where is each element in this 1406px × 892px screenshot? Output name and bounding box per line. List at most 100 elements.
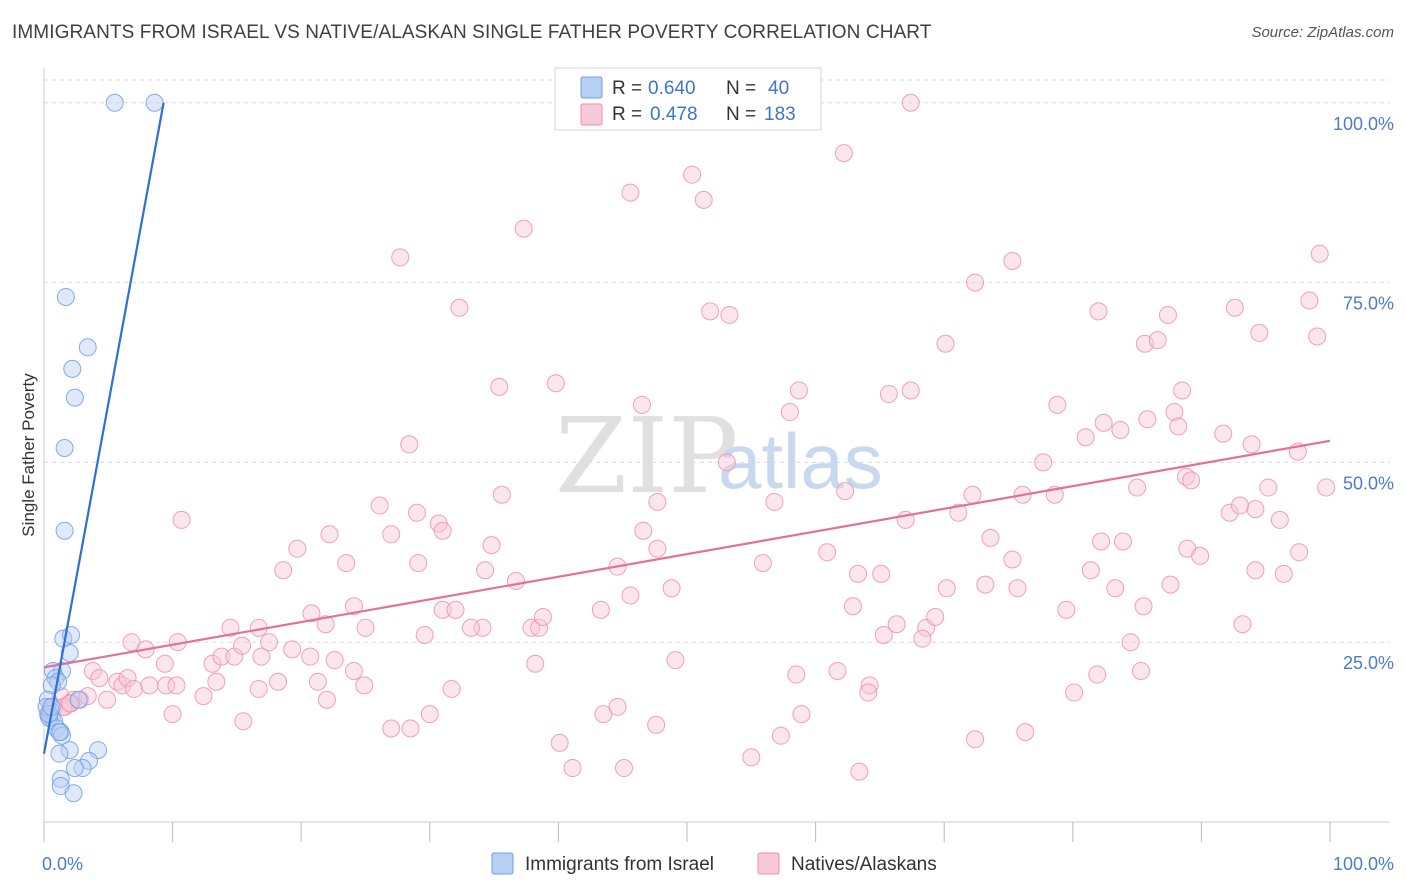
bottom-legend-label-pink: Natives/Alaskans <box>791 854 937 875</box>
point-immigrants-israel <box>105 93 124 112</box>
point-natives-alaskans <box>407 503 426 522</box>
point-natives-alaskans <box>415 626 434 644</box>
point-natives-alaskans <box>450 298 469 317</box>
point-natives-alaskans <box>1214 424 1233 443</box>
point-natives-alaskans <box>212 647 231 666</box>
point-natives-alaskans <box>409 554 428 573</box>
point-natives-alaskans <box>546 374 565 393</box>
point-natives-alaskans <box>530 618 549 637</box>
point-natives-alaskans <box>1270 510 1289 529</box>
point-natives-alaskans <box>621 183 640 202</box>
point-natives-alaskans <box>316 615 335 634</box>
trend-lines <box>42 102 1331 754</box>
point-natives-alaskans <box>1081 561 1100 580</box>
legend: R = 0.640 N = 40 R = 0.478 N = 183 <box>554 67 822 131</box>
point-natives-alaskans <box>433 600 452 619</box>
point-natives-alaskans <box>1106 579 1125 598</box>
point-natives-alaskans <box>90 669 109 688</box>
point-natives-alaskans <box>302 604 321 623</box>
chart-title: IMMIGRANTS FROM ISRAEL VS NATIVE/ALASKAN… <box>12 22 932 43</box>
legend-swatch-pink <box>580 103 603 126</box>
point-natives-alaskans <box>249 679 268 698</box>
point-natives-alaskans <box>818 543 837 562</box>
point-natives-alaskans <box>849 564 868 583</box>
point-natives-alaskans <box>526 654 545 673</box>
point-natives-alaskans <box>936 334 955 353</box>
point-immigrants-israel <box>55 439 74 457</box>
point-natives-alaskans <box>926 608 945 627</box>
point-natives-alaskans <box>614 759 633 778</box>
point-natives-alaskans <box>843 597 862 616</box>
chart-source: Source: ZipAtlas.com <box>1251 24 1394 41</box>
point-natives-alaskans <box>753 554 772 573</box>
point-natives-alaskans <box>1310 244 1329 263</box>
x-tick-label-max: 100.0% <box>1333 854 1394 874</box>
point-natives-alaskans <box>591 600 610 619</box>
point-natives-alaskans <box>872 564 891 583</box>
point-immigrants-israel <box>78 338 97 357</box>
tick-labels: 25.0% 50.0% 75.0% 100.0% 0.0% 100.0% <box>42 114 1394 874</box>
point-natives-alaskans <box>874 626 893 644</box>
point-natives-alaskans <box>1148 331 1167 350</box>
point-natives-alaskans <box>356 618 375 637</box>
point-natives-alaskans <box>163 705 182 724</box>
point-natives-alaskans <box>1138 410 1157 429</box>
point-natives-alaskans <box>828 661 847 680</box>
point-natives-alaskans <box>742 748 761 767</box>
point-natives-alaskans <box>901 93 920 112</box>
point-natives-alaskans <box>1169 417 1188 436</box>
point-natives-alaskans <box>140 676 159 695</box>
y-tick-label-50: 50.0% <box>1343 473 1394 493</box>
point-immigrants-israel <box>60 741 79 760</box>
point-natives-alaskans <box>482 536 501 555</box>
point-immigrants-israel <box>69 690 88 709</box>
point-natives-alaskans <box>976 575 995 594</box>
axes <box>43 68 1390 842</box>
point-natives-alaskans <box>1300 291 1319 310</box>
point-natives-alaskans <box>60 694 79 713</box>
point-natives-alaskans <box>694 190 713 209</box>
point-natives-alaskans <box>461 618 480 637</box>
point-natives-alaskans <box>1131 661 1150 680</box>
point-natives-alaskans <box>1220 503 1239 522</box>
point-natives-alaskans <box>901 381 920 400</box>
point-natives-alaskans <box>167 676 186 695</box>
point-natives-alaskans <box>203 654 222 673</box>
bottom-legend-swatch-blue <box>491 852 514 875</box>
point-natives-alaskans <box>355 676 374 695</box>
point-immigrants-israel <box>63 359 82 378</box>
point-natives-alaskans <box>771 726 790 745</box>
point-natives-alaskans <box>1128 478 1147 497</box>
point-natives-alaskans <box>1034 453 1053 472</box>
point-natives-alaskans <box>1250 323 1269 342</box>
point-natives-alaskans <box>522 618 541 637</box>
point-natives-alaskans <box>634 521 653 540</box>
point-natives-alaskans <box>194 687 213 706</box>
point-natives-alaskans <box>834 144 853 163</box>
point-natives-alaskans <box>1242 435 1261 454</box>
point-natives-alaskans <box>317 690 336 709</box>
point-natives-alaskans <box>234 712 253 731</box>
point-natives-alaskans <box>1176 467 1195 486</box>
point-natives-alaskans <box>648 539 667 558</box>
point-immigrants-israel <box>65 759 84 778</box>
point-natives-alaskans <box>966 730 985 749</box>
point-natives-alaskans <box>701 302 720 321</box>
point-natives-alaskans <box>717 453 736 472</box>
point-natives-alaskans <box>125 679 144 698</box>
point-natives-alaskans <box>269 672 288 691</box>
point-natives-alaskans <box>157 676 176 695</box>
point-natives-alaskans <box>1173 381 1192 400</box>
point-natives-alaskans <box>1065 683 1084 702</box>
point-natives-alaskans <box>1003 252 1022 270</box>
point-natives-alaskans <box>887 615 906 634</box>
point-natives-alaskans <box>913 629 932 648</box>
point-natives-alaskans <box>1094 413 1113 432</box>
point-natives-alaskans <box>594 705 613 724</box>
legend-r-value-1: 0.640 <box>648 78 696 99</box>
point-natives-alaskans <box>1134 597 1153 616</box>
point-natives-alaskans <box>1092 532 1111 551</box>
point-natives-alaskans <box>662 579 681 598</box>
legend-n-label-2: N = <box>726 104 756 125</box>
y-tick-label-75: 75.0% <box>1343 294 1394 314</box>
